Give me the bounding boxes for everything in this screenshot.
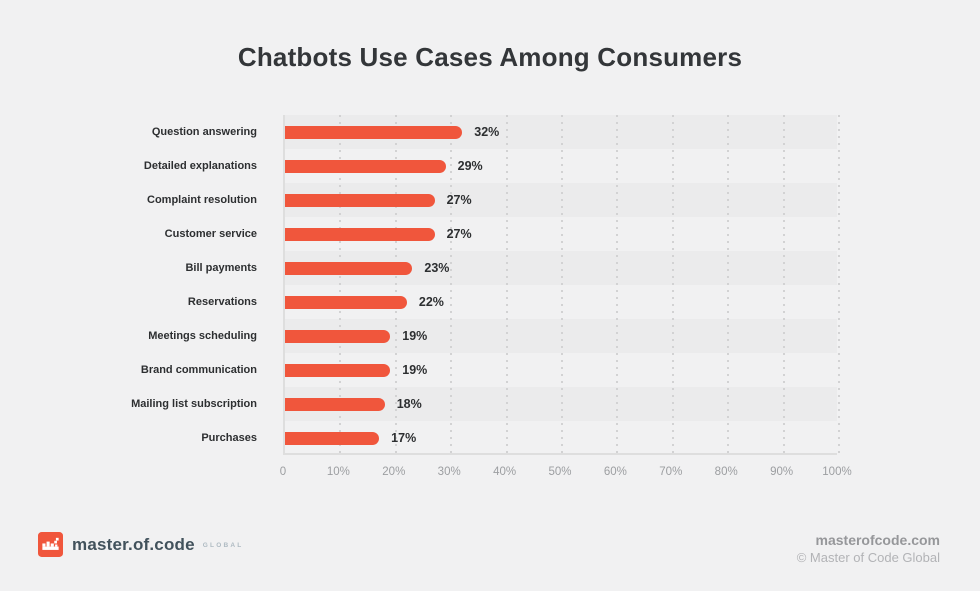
x-tick-label: 30% [437,466,461,478]
category-label: Complaint resolution [147,194,257,206]
bar-value-label: 19% [402,329,428,343]
brand-footer: master.of.code GLOBAL [38,532,243,557]
category-label: Customer service [164,228,257,240]
gridline [394,115,397,453]
category-label: Reservations [187,296,257,308]
attribution-footer: masterofcode.com © Master of Code Global [797,531,940,567]
gridline [505,115,508,453]
category-label: Question answering [151,126,257,138]
bar-value-label: 27% [446,193,472,207]
copyright-line: © Master of Code Global [796,550,940,565]
category-label: Purchases [201,432,257,444]
bar [285,397,385,411]
plot-area: 32% 29% 27% 27% 23% 22% 19% 19% 18% 17% [283,115,840,455]
pixel-crown-icon [38,532,63,557]
bar [285,431,380,445]
bar [285,159,446,173]
category-label: Brand communication [140,364,257,376]
bar-value-label: 29% [457,159,483,173]
gridline [450,115,453,453]
bar-value-label: 17% [391,431,417,445]
category-label: Detailed explanations [143,160,257,172]
gridline [671,115,674,453]
bar-value-label: 18% [396,397,422,411]
x-tick-label: 0 [279,466,287,478]
category-label: Bill payments [185,262,257,274]
x-tick-label: 90% [770,466,794,478]
brand-wordmark-suffix: GLOBAL [202,542,244,549]
bar [285,329,391,343]
bar [285,227,435,241]
category-label: Meetings scheduling [148,330,257,342]
website-url: masterofcode.com [815,532,940,548]
gridline [838,115,840,453]
chart-title: Chatbots Use Cases Among Consumers [237,42,743,72]
category-label: Mailing list subscription [131,398,257,410]
x-tick-label: 50% [548,466,572,478]
x-tick-label: 20% [382,466,406,478]
x-tick-label: 40% [493,466,517,478]
bar-value-label: 22% [418,295,444,309]
bar-value-label: 23% [424,261,450,275]
bar [285,295,407,309]
bar [285,363,391,377]
gridline [782,115,785,453]
bar [285,125,463,139]
bar [285,193,435,207]
gridline [339,115,342,453]
bar [285,261,413,275]
bar-value-label: 32% [474,125,500,139]
x-tick-label: 80% [714,466,738,478]
gridline [616,115,619,453]
bar-value-label: 19% [402,363,428,377]
gridline [727,115,730,453]
gridline [561,115,563,453]
x-axis: 0 10% 20% 30% 40% 50% 60% 70% 80% 90% 100% [0,466,980,482]
x-tick-label: 60% [603,466,627,478]
x-tick-label: 70% [659,466,683,478]
brand-wordmark: master.of.code [72,534,195,554]
x-tick-label: 100% [822,466,852,478]
x-tick-label: 10% [326,466,350,478]
bar-value-label: 27% [446,227,472,241]
